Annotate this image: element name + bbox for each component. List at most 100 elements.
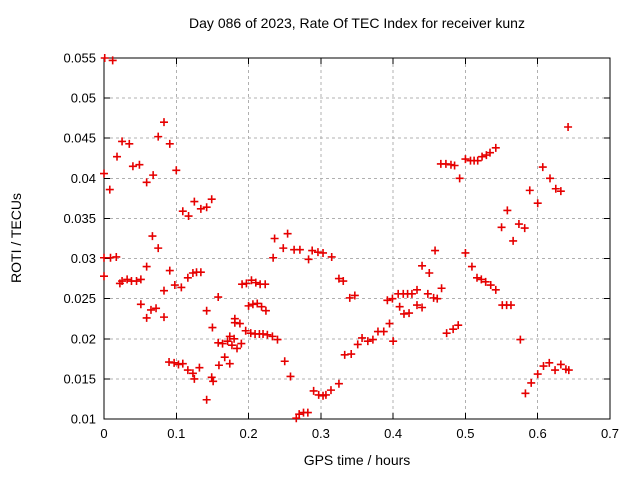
data-point-marker: [412, 301, 421, 310]
data-point-marker: [165, 266, 174, 275]
data-point-marker: [257, 302, 266, 311]
chart-title: Day 086 of 2023, Rate Of TEC Index for r…: [189, 15, 525, 31]
data-point-marker: [209, 377, 218, 386]
data-point-marker: [368, 335, 377, 344]
data-point-marker: [425, 268, 434, 277]
plot-border: [103, 57, 611, 420]
data-point-marker: [466, 156, 475, 165]
data-point-marker: [334, 274, 343, 283]
data-point-marker: [527, 378, 536, 387]
data-point-marker: [273, 335, 282, 344]
data-point-marker: [154, 132, 163, 141]
y-tick-label: 0.03: [71, 251, 96, 266]
data-point-marker: [214, 293, 223, 302]
data-point-marker: [491, 285, 500, 294]
data-point-marker: [423, 289, 432, 298]
data-point-marker: [431, 246, 440, 255]
data-point-marker: [177, 283, 186, 292]
data-point-marker: [170, 281, 179, 290]
data-point-marker: [220, 353, 229, 362]
data-point-marker: [142, 178, 151, 187]
data-point-marker: [253, 299, 262, 308]
data-point-marker: [100, 169, 108, 178]
data-point-marker: [455, 174, 464, 183]
data-point-marker: [477, 275, 486, 284]
data-point-marker: [244, 301, 253, 310]
data-point-marker: [123, 275, 132, 284]
data-point-marker: [154, 244, 163, 253]
data-point-marker: [309, 386, 318, 395]
data-point-marker: [446, 160, 455, 169]
x-axis-label: GPS time / hours: [303, 452, 411, 468]
data-point-marker: [233, 344, 242, 353]
data-point-marker: [389, 337, 398, 346]
y-tick-label: 0.035: [63, 211, 96, 226]
data-point-marker: [545, 358, 554, 367]
data-point-marker: [509, 236, 518, 245]
data-point-marker: [195, 363, 204, 372]
data-point-marker: [388, 294, 397, 303]
data-point-marker: [412, 285, 421, 294]
y-tick-label: 0.05: [71, 91, 96, 106]
data-point-marker: [551, 184, 560, 193]
data-point-marker: [533, 370, 542, 379]
data-point-marker: [467, 262, 476, 271]
data-point-marker: [339, 277, 348, 286]
data-point-marker: [486, 281, 495, 290]
data-point-marker: [202, 306, 211, 315]
data-point-marker: [379, 327, 388, 336]
data-point-marker: [225, 332, 234, 341]
data-point-marker: [441, 159, 450, 168]
y-tick-label: 0.055: [63, 51, 96, 66]
data-point-marker: [263, 330, 272, 339]
data-point-marker: [461, 155, 470, 164]
x-tick-label: 0.7: [601, 426, 619, 441]
data-point-marker: [190, 374, 199, 383]
data-point-marker: [503, 206, 512, 215]
data-point-marker: [269, 253, 278, 262]
data-point-marker: [314, 390, 323, 399]
data-point-marker: [178, 207, 187, 216]
data-point-marker: [521, 389, 530, 398]
data-point-marker: [353, 340, 362, 349]
data-point-marker: [183, 273, 192, 282]
data-point-marker: [170, 358, 179, 367]
data-point-marker: [214, 361, 223, 370]
data-point-marker: [238, 280, 247, 289]
data-point-marker: [247, 276, 256, 285]
data-point-marker: [454, 321, 463, 330]
data-point-marker: [268, 332, 277, 341]
data-point-marker: [148, 232, 157, 241]
data-point-marker: [280, 357, 289, 366]
data-point-marker: [292, 414, 301, 423]
data-point-marker: [385, 319, 394, 328]
data-point-marker: [159, 313, 168, 322]
data-point-marker: [118, 137, 127, 146]
data-point-marker: [283, 229, 292, 238]
x-tick-label: 0.2: [240, 426, 258, 441]
data-point-marker: [358, 333, 367, 342]
data-point-marker: [202, 395, 211, 404]
data-point-marker: [279, 244, 288, 253]
data-point-marker: [108, 56, 117, 65]
data-point-marker: [183, 366, 192, 375]
data-point-marker: [174, 360, 183, 369]
data-point-marker: [172, 166, 181, 175]
data-point-marker: [165, 358, 174, 367]
x-tick-label: 0: [100, 426, 107, 441]
data-point-marker: [506, 301, 515, 310]
data-point-marker: [313, 248, 322, 257]
data-point-marker: [497, 223, 506, 232]
data-point-marker: [159, 118, 168, 127]
data-point-marker: [218, 339, 227, 348]
data-point-marker: [556, 360, 565, 369]
data-point-marker: [538, 163, 547, 172]
data-point-marker: [184, 212, 193, 221]
data-point-marker: [241, 326, 250, 335]
data-point-marker: [100, 272, 108, 281]
data-point-marker: [472, 273, 481, 282]
data-point-marker: [520, 224, 529, 233]
data-point-marker: [450, 161, 459, 170]
data-point-marker: [136, 275, 145, 284]
